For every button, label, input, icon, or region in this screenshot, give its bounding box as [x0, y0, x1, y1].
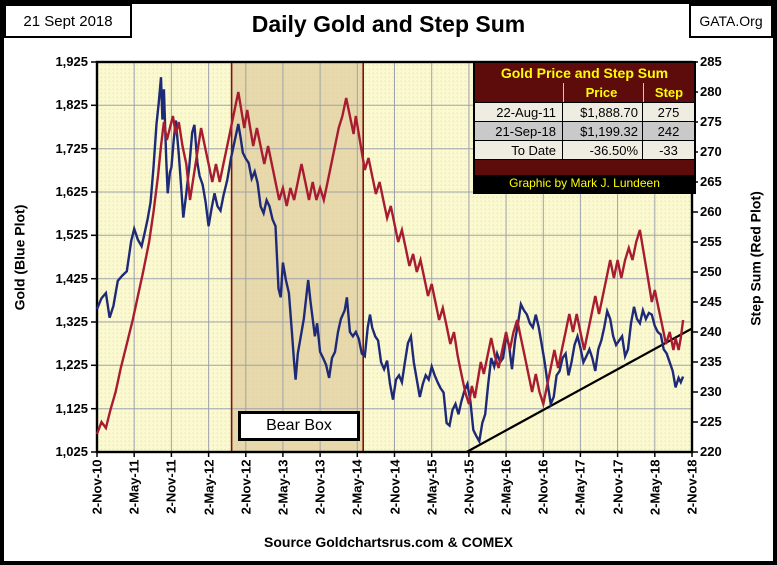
y-right-tick-label: 265 [700, 174, 722, 189]
x-axis-tick-label: 2-May-16 [498, 459, 514, 516]
col-header-price: Price [563, 83, 643, 102]
x-axis-tick-label: 2-May-18 [647, 459, 663, 516]
trend-line [466, 327, 693, 453]
y-right-tick-label: 285 [700, 54, 722, 69]
overlay-table: Gold Price and Step Sum Price Step Sum 2… [473, 61, 696, 194]
bear-box-label: Bear Box [238, 411, 360, 441]
x-axis-tick-label: 2-Nov-17 [610, 459, 626, 515]
x-axis-tick-label: 2-Nov-16 [535, 459, 551, 515]
y-right-tick-label: 280 [700, 84, 722, 99]
row-step-sum: -33 [643, 140, 694, 159]
y-left-tick-label: 1,225 [55, 357, 88, 373]
stepsum-series-line [95, 91, 685, 435]
table-row: 22-Aug-11 $1,888.70 275 [475, 102, 694, 121]
row-date: To Date [475, 140, 563, 159]
x-axis-tick-label: 2-Nov-15 [461, 459, 477, 515]
x-axis-tick-label: 2-May-14 [349, 459, 365, 516]
y-right-tick-label: 250 [700, 264, 722, 279]
y-right-tick-label: 220 [700, 444, 722, 459]
date-box: 21 Sept 2018 [4, 4, 132, 38]
y-left-tick-label: 1,425 [55, 270, 88, 286]
y-right-tick-label: 240 [700, 324, 722, 339]
y-right-tick-label: 260 [700, 204, 722, 219]
row-price: $1,199.32 [563, 121, 643, 140]
org-box-text: GATA.Org [699, 13, 763, 29]
table-spacer-strip [475, 159, 694, 175]
y-left-tick-label: 1,325 [55, 314, 88, 329]
table-header-row: Price Step Sum [475, 83, 694, 102]
y-left-tick-label: 1,525 [55, 227, 88, 243]
left-axis-title: Gold (Blue Plot) [11, 204, 28, 311]
x-axis-tick-label: 2-May-15 [424, 459, 440, 516]
x-axis-tick-label: 2-Nov-13 [312, 459, 328, 515]
col-header-blank [475, 83, 563, 102]
y-left-tick-label: 1,725 [55, 140, 88, 156]
table-title: Gold Price and Step Sum [475, 63, 694, 83]
x-axis-tick-label: 2-Nov-10 [89, 459, 105, 515]
row-date: 22-Aug-11 [475, 102, 563, 121]
row-step-sum: 275 [643, 102, 694, 121]
y-left-tick-label: 1,025 [55, 444, 88, 459]
x-axis-tick-label: 2-Nov-11 [163, 459, 179, 514]
table-row: 21-Sep-18 $1,199.32 242 [475, 121, 694, 140]
x-axis-tick-label: 2-May-11 [126, 459, 142, 515]
x-axis-tick-label: 2-Nov-14 [387, 459, 402, 515]
y-left-tick-label: 1,625 [55, 184, 88, 199]
col-header-step-sum: Step Sum [643, 83, 694, 102]
y-left-tick-label: 1,125 [55, 400, 88, 416]
row-date: 21-Sep-18 [475, 121, 563, 140]
page-title: Daily Gold and Step Sum [251, 11, 526, 37]
x-axis-tick-label: 2-May-13 [275, 459, 291, 516]
x-axis-tick-label: 2-Nov-18 [684, 459, 700, 515]
x-axis-tick-label: 2-Nov-12 [238, 459, 254, 515]
row-price: -36.50% [563, 140, 643, 159]
row-price: $1,888.70 [563, 102, 643, 121]
table-row: To Date -36.50% -33 [475, 140, 694, 159]
y-right-tick-label: 245 [700, 294, 722, 309]
y-right-tick-label: 225 [700, 414, 722, 429]
gold-series-line [95, 77, 685, 445]
bear-box-label-text: Bear Box [266, 417, 332, 434]
date-box-text: 21 Sept 2018 [23, 12, 113, 30]
y-right-tick-label: 275 [700, 114, 722, 129]
y-left-tick-label: 1,925 [55, 54, 88, 69]
y-right-tick-label: 270 [700, 144, 722, 159]
x-axis-tick-label: 2-May-12 [201, 459, 217, 516]
y-left-tick-label: 1,825 [55, 97, 88, 113]
org-box: GATA.Org [689, 4, 773, 38]
y-right-tick-label: 235 [700, 354, 722, 369]
source-line: Source Goldchartsrus.com & COMEX [264, 534, 513, 550]
y-right-tick-label: 230 [700, 384, 722, 399]
table-credit: Graphic by Mark J. Lundeen [475, 175, 694, 192]
y-right-tick-label: 255 [700, 234, 722, 249]
x-axis-tick-label: 2-May-17 [572, 459, 588, 516]
row-step-sum: 242 [643, 121, 694, 140]
